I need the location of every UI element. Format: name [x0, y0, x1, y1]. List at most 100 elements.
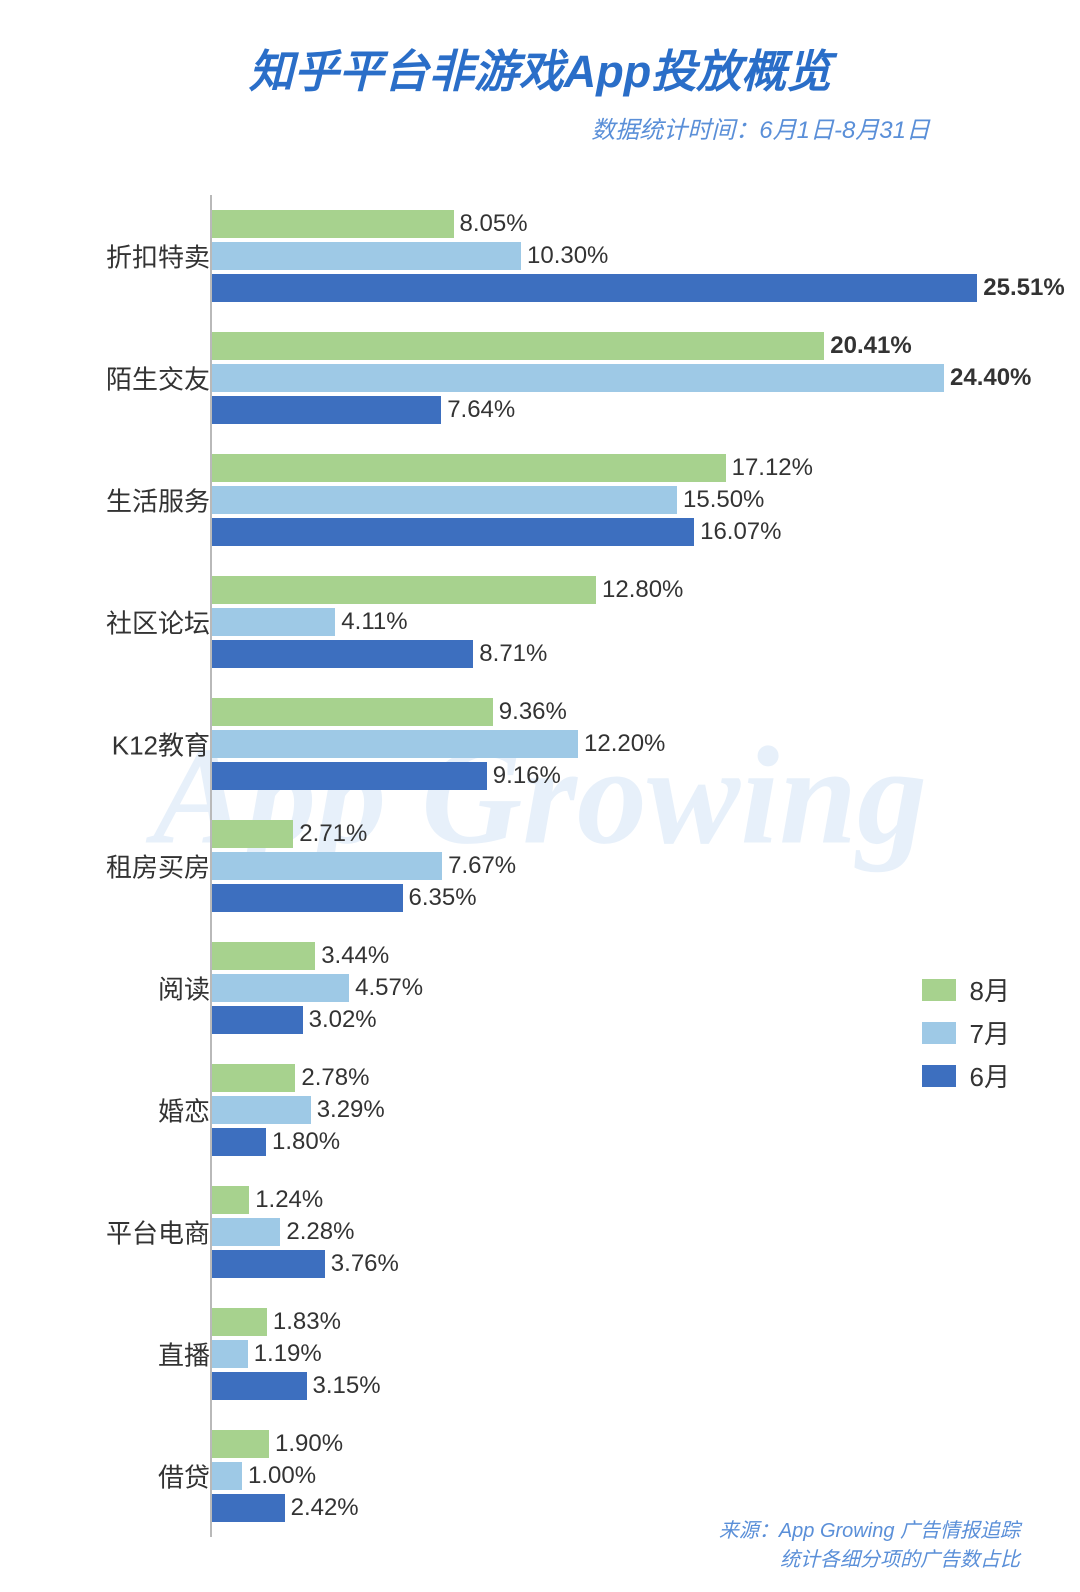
legend-swatch [922, 979, 956, 1001]
bar-value-label: 17.12% [732, 454, 813, 482]
bar [212, 942, 315, 970]
page: App Growing 知乎平台非游戏App投放概览 数据统计时间：6月1日-8… [0, 0, 1080, 1592]
bar [212, 1462, 242, 1490]
bar-value-label: 8.05% [460, 210, 528, 238]
legend-item: 7月 [922, 1014, 1010, 1051]
bar-value-label: 6.35% [409, 884, 477, 912]
category-label: 租房买房 [70, 848, 210, 885]
legend-item: 6月 [922, 1057, 1010, 1094]
footnote-line2: 统计各细分项的广告数占比 [719, 1543, 1020, 1572]
bar-value-label: 9.16% [493, 762, 561, 790]
bar-value-label: 3.29% [317, 1096, 385, 1124]
bar [212, 1372, 307, 1400]
bar-value-label: 3.02% [309, 1006, 377, 1034]
legend-swatch [922, 1065, 956, 1087]
category-label: 婚恋 [70, 1092, 210, 1129]
category-label: 直播 [70, 1336, 210, 1373]
bar [212, 1340, 248, 1368]
bar-value-label: 4.57% [355, 974, 423, 1002]
legend-label: 8月 [970, 971, 1010, 1008]
bar-chart: 折扣特卖8.05%10.30%25.51%陌生交友20.41%24.40%7.6… [80, 195, 980, 1537]
category-group: 平台电商1.24%2.28%3.76% [80, 1171, 980, 1293]
category-label: 生活服务 [70, 482, 210, 519]
bar [212, 640, 473, 668]
bar-value-label: 16.07% [700, 518, 781, 546]
bar-value-label: 2.78% [301, 1064, 369, 1092]
bar-value-label: 2.42% [291, 1494, 359, 1522]
bar-value-label: 3.44% [321, 942, 389, 970]
bar [212, 1308, 267, 1336]
chart-subtitle: 数据统计时间：6月1日-8月31日 [591, 110, 930, 145]
bar-value-label: 1.90% [275, 1430, 343, 1458]
chart-title: 知乎平台非游戏App投放概览 [0, 35, 1080, 100]
bar [212, 454, 726, 482]
bar-value-label: 24.40% [950, 364, 1031, 392]
bar-value-label: 7.64% [447, 396, 515, 424]
bar-value-label: 3.15% [313, 1372, 381, 1400]
legend-swatch [922, 1022, 956, 1044]
chart-footnote: 来源：App Growing 广告情报追踪 统计各细分项的广告数占比 [719, 1514, 1020, 1572]
category-label: 借贷 [70, 1458, 210, 1495]
bar [212, 576, 596, 604]
category-group: 社区论坛12.80%4.11%8.71% [80, 561, 980, 683]
bar [212, 698, 493, 726]
bar-value-label: 10.30% [527, 242, 608, 270]
legend-label: 7月 [970, 1014, 1010, 1051]
bar [212, 1006, 303, 1034]
bar [212, 364, 944, 392]
bar-value-label: 1.00% [248, 1462, 316, 1490]
bar-value-label: 12.20% [584, 730, 665, 758]
bar [212, 518, 694, 546]
category-label: 折扣特卖 [70, 238, 210, 275]
bar-value-label: 7.67% [448, 852, 516, 880]
bar [212, 1128, 266, 1156]
category-group: 婚恋2.78%3.29%1.80% [80, 1049, 980, 1171]
bar [212, 820, 293, 848]
bar-value-label: 25.51% [983, 274, 1064, 302]
category-label: 社区论坛 [70, 604, 210, 641]
category-label: 阅读 [70, 970, 210, 1007]
bar-value-label: 3.76% [331, 1250, 399, 1278]
bar [212, 242, 521, 270]
bar [212, 1494, 285, 1522]
legend-label: 6月 [970, 1057, 1010, 1094]
bar-value-label: 9.36% [499, 698, 567, 726]
bar [212, 1250, 325, 1278]
bar-value-label: 2.28% [286, 1218, 354, 1246]
bar [212, 608, 335, 636]
bar-value-label: 8.71% [479, 640, 547, 668]
bar [212, 1064, 295, 1092]
legend: 8月 7月 6月 [922, 965, 1010, 1100]
bar [212, 884, 403, 912]
bar [212, 974, 349, 1002]
bar [212, 1430, 269, 1458]
footnote-line1: 来源：App Growing 广告情报追踪 [719, 1514, 1020, 1543]
category-label: 平台电商 [70, 1214, 210, 1251]
bar-value-label: 1.19% [254, 1340, 322, 1368]
bar-value-label: 1.24% [255, 1186, 323, 1214]
bar [212, 274, 977, 302]
bar-value-label: 2.71% [299, 820, 367, 848]
bar-value-label: 1.80% [272, 1128, 340, 1156]
bar [212, 1218, 280, 1246]
bar [212, 1186, 249, 1214]
bar-value-label: 20.41% [830, 332, 911, 360]
bar-value-label: 4.11% [341, 608, 407, 636]
category-group: 陌生交友20.41%24.40%7.64% [80, 317, 980, 439]
bar-value-label: 15.50% [683, 486, 764, 514]
category-group: 直播1.83%1.19%3.15% [80, 1293, 980, 1415]
bar [212, 486, 677, 514]
category-group: K12教育9.36%12.20%9.16% [80, 683, 980, 805]
bar [212, 762, 487, 790]
bar [212, 210, 454, 238]
category-group: 阅读3.44%4.57%3.02% [80, 927, 980, 1049]
bar [212, 332, 824, 360]
legend-item: 8月 [922, 971, 1010, 1008]
category-group: 生活服务17.12%15.50%16.07% [80, 439, 980, 561]
category-label: 陌生交友 [70, 360, 210, 397]
bar-value-label: 12.80% [602, 576, 683, 604]
bar [212, 730, 578, 758]
bar [212, 396, 441, 424]
category-label: K12教育 [70, 726, 210, 763]
bar [212, 1096, 311, 1124]
